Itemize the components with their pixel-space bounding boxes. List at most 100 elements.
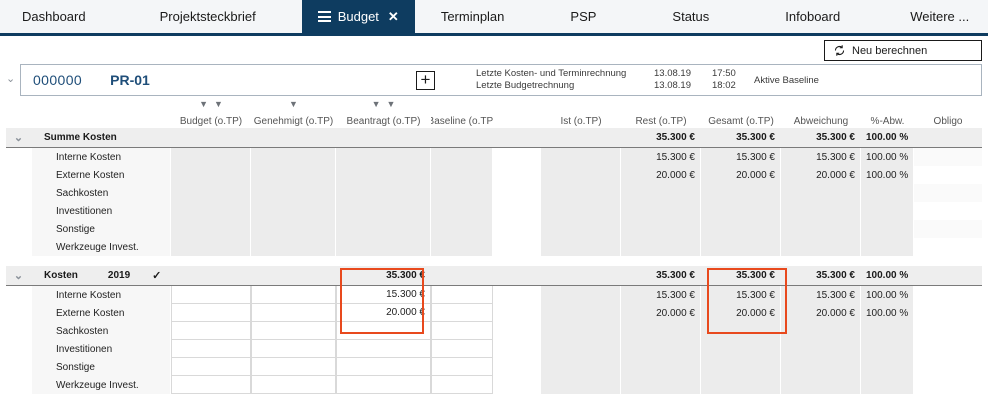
row-budget-value[interactable] bbox=[171, 220, 251, 238]
row-budget-value[interactable] bbox=[171, 304, 251, 322]
row-baseline-value[interactable] bbox=[431, 340, 493, 358]
recalculate-button[interactable]: Neu berechnen bbox=[824, 40, 982, 61]
chevron-down-icon[interactable]: ▼ bbox=[289, 99, 298, 109]
group-collapse-caret[interactable]: ⌄ bbox=[6, 128, 32, 147]
row-beantragt-value[interactable]: 15.300 € bbox=[336, 286, 431, 304]
tab-projektsteckbrief[interactable]: Projektsteckbrief bbox=[146, 0, 302, 33]
row-beantragt-value[interactable] bbox=[336, 358, 431, 376]
row-baseline-value[interactable] bbox=[431, 220, 493, 238]
row-baseline-value[interactable] bbox=[431, 322, 493, 340]
tab-dashboard[interactable]: Dashboard bbox=[0, 0, 146, 33]
row-beantragt-value[interactable] bbox=[336, 220, 431, 238]
row-genehmigt-value[interactable] bbox=[251, 238, 336, 256]
col-header-abweichung[interactable]: Abweichung bbox=[793, 116, 849, 127]
row-beantragt-value[interactable] bbox=[336, 148, 431, 166]
col-header-ist[interactable]: Ist (o.TP) bbox=[560, 116, 602, 127]
row-baseline-value[interactable] bbox=[431, 148, 493, 166]
row-baseline-value[interactable] bbox=[431, 376, 493, 394]
hamburger-menu-icon[interactable] bbox=[317, 11, 331, 22]
row-budget-value[interactable] bbox=[171, 238, 251, 256]
table-row[interactable]: Interne Kosten 15.300 € 15.300 € 15.300 … bbox=[6, 286, 982, 304]
tab-terminplan[interactable]: Terminplan bbox=[415, 0, 557, 33]
tab-budget[interactable]: Budget ✕ bbox=[301, 0, 415, 33]
table-row[interactable]: Sonstige bbox=[6, 220, 982, 238]
row-budget-value[interactable] bbox=[171, 376, 251, 394]
row-budget-value[interactable] bbox=[171, 358, 251, 376]
tab-status[interactable]: Status bbox=[658, 0, 771, 33]
filter-chevrons-budget[interactable]: ▼ ▼ bbox=[171, 100, 251, 109]
row-label: Sonstige bbox=[32, 220, 171, 238]
table-row[interactable]: Werkzeuge Invest. bbox=[6, 376, 982, 394]
table-row[interactable]: Werkzeuge Invest. bbox=[6, 238, 982, 256]
row-baseline-value[interactable] bbox=[431, 358, 493, 376]
col-header-baseline[interactable]: Baseline (o.TP) bbox=[431, 116, 493, 127]
col-header-genehmigt[interactable]: ▼ Genehmigt (o.TP) bbox=[251, 98, 336, 128]
row-baseline-value[interactable] bbox=[431, 286, 493, 304]
col-header-rest[interactable]: Rest (o.TP) bbox=[635, 116, 687, 127]
row-genehmigt-value[interactable] bbox=[251, 166, 336, 184]
row-budget-value[interactable] bbox=[171, 286, 251, 304]
tab-psp[interactable]: PSP bbox=[556, 0, 658, 33]
row-genehmigt-value[interactable] bbox=[251, 340, 336, 358]
row-budget-value[interactable] bbox=[171, 322, 251, 340]
row-beantragt-value[interactable] bbox=[336, 340, 431, 358]
col-header-prozent-abweichung[interactable]: %-Abw. bbox=[870, 116, 905, 127]
row-beantragt-value[interactable]: 20.000 € bbox=[336, 304, 431, 322]
table-row[interactable]: Externe Kosten 20.000 € 20.000 € 20.000 … bbox=[6, 304, 982, 322]
filter-chevrons-beantragt[interactable]: ▼ ▼ bbox=[336, 100, 431, 109]
chevron-down-icon[interactable]: ▼ bbox=[199, 99, 208, 109]
add-row-button[interactable]: + bbox=[416, 71, 435, 90]
row-genehmigt-value[interactable] bbox=[251, 376, 336, 394]
row-beantragt-value[interactable] bbox=[336, 202, 431, 220]
tab-infoboard[interactable]: Infoboard bbox=[771, 0, 896, 33]
chevron-down-icon[interactable]: ▼ bbox=[386, 99, 396, 109]
group-header-row[interactable]: ⌄ Summe Kosten 35.300 € 35.300 € 35.300 … bbox=[6, 128, 982, 148]
col-header-obligo[interactable]: Obligo bbox=[933, 116, 963, 127]
table-row[interactable]: Investitionen bbox=[6, 202, 982, 220]
table-row[interactable]: Investitionen bbox=[6, 340, 982, 358]
col-header-beantragt[interactable]: ▼ ▼ Beantragt (o.TP) bbox=[336, 98, 431, 128]
row-baseline-value[interactable] bbox=[431, 184, 493, 202]
table-row[interactable]: Externe Kosten 20.000 € 20.000 € 20.000 … bbox=[6, 166, 982, 184]
row-baseline-value[interactable] bbox=[431, 166, 493, 184]
row-budget-value[interactable] bbox=[171, 340, 251, 358]
row-beantragt-value[interactable] bbox=[336, 184, 431, 202]
row-genehmigt-value[interactable] bbox=[251, 148, 336, 166]
table-row[interactable]: Sachkosten bbox=[6, 322, 982, 340]
filter-chevrons-genehmigt[interactable]: ▼ bbox=[251, 100, 336, 109]
row-baseline-value[interactable] bbox=[431, 238, 493, 256]
row-beantragt-value[interactable] bbox=[336, 322, 431, 340]
close-icon[interactable]: ✕ bbox=[387, 9, 399, 24]
table-row[interactable]: Interne Kosten 15.300 € 15.300 € 15.300 … bbox=[6, 148, 982, 166]
row-genehmigt-value[interactable] bbox=[251, 286, 336, 304]
group-header-row[interactable]: ⌄ Kosten 2019 ✓ 35.300 € 35.300 € 35.300… bbox=[6, 266, 982, 286]
project-collapse-caret[interactable]: ⌄ bbox=[6, 73, 16, 85]
row-beantragt-value[interactable] bbox=[336, 376, 431, 394]
chevron-down-icon[interactable]: ▼ bbox=[371, 99, 381, 109]
row-baseline-value[interactable] bbox=[431, 304, 493, 322]
col-header-gesamt[interactable]: Gesamt (o.TP) bbox=[708, 116, 774, 127]
row-budget-value[interactable] bbox=[171, 166, 251, 184]
col-header-budget[interactable]: ▼ ▼ Budget (o.TP) bbox=[171, 98, 251, 128]
row-baseline-value[interactable] bbox=[431, 202, 493, 220]
row-caret bbox=[6, 304, 32, 322]
table-row[interactable]: Sachkosten bbox=[6, 184, 982, 202]
group-rest-value: 35.300 € bbox=[621, 266, 701, 285]
tab-weitere[interactable]: Weitere ... bbox=[896, 0, 983, 33]
row-genehmigt-value[interactable] bbox=[251, 184, 336, 202]
chevron-down-icon[interactable]: ▼ bbox=[214, 99, 223, 109]
row-beantragt-value[interactable] bbox=[336, 166, 431, 184]
row-genehmigt-value[interactable] bbox=[251, 322, 336, 340]
row-genehmigt-value[interactable] bbox=[251, 202, 336, 220]
row-budget-value[interactable] bbox=[171, 148, 251, 166]
table-row[interactable]: Sonstige bbox=[6, 358, 982, 376]
row-genehmigt-value[interactable] bbox=[251, 220, 336, 238]
row-budget-value[interactable] bbox=[171, 202, 251, 220]
row-genehmigt-value[interactable] bbox=[251, 358, 336, 376]
row-ist-value bbox=[541, 340, 621, 358]
row-gesamt-value bbox=[701, 238, 781, 256]
row-genehmigt-value[interactable] bbox=[251, 304, 336, 322]
row-budget-value[interactable] bbox=[171, 184, 251, 202]
group-collapse-caret[interactable]: ⌄ bbox=[6, 266, 32, 285]
row-beantragt-value[interactable] bbox=[336, 238, 431, 256]
